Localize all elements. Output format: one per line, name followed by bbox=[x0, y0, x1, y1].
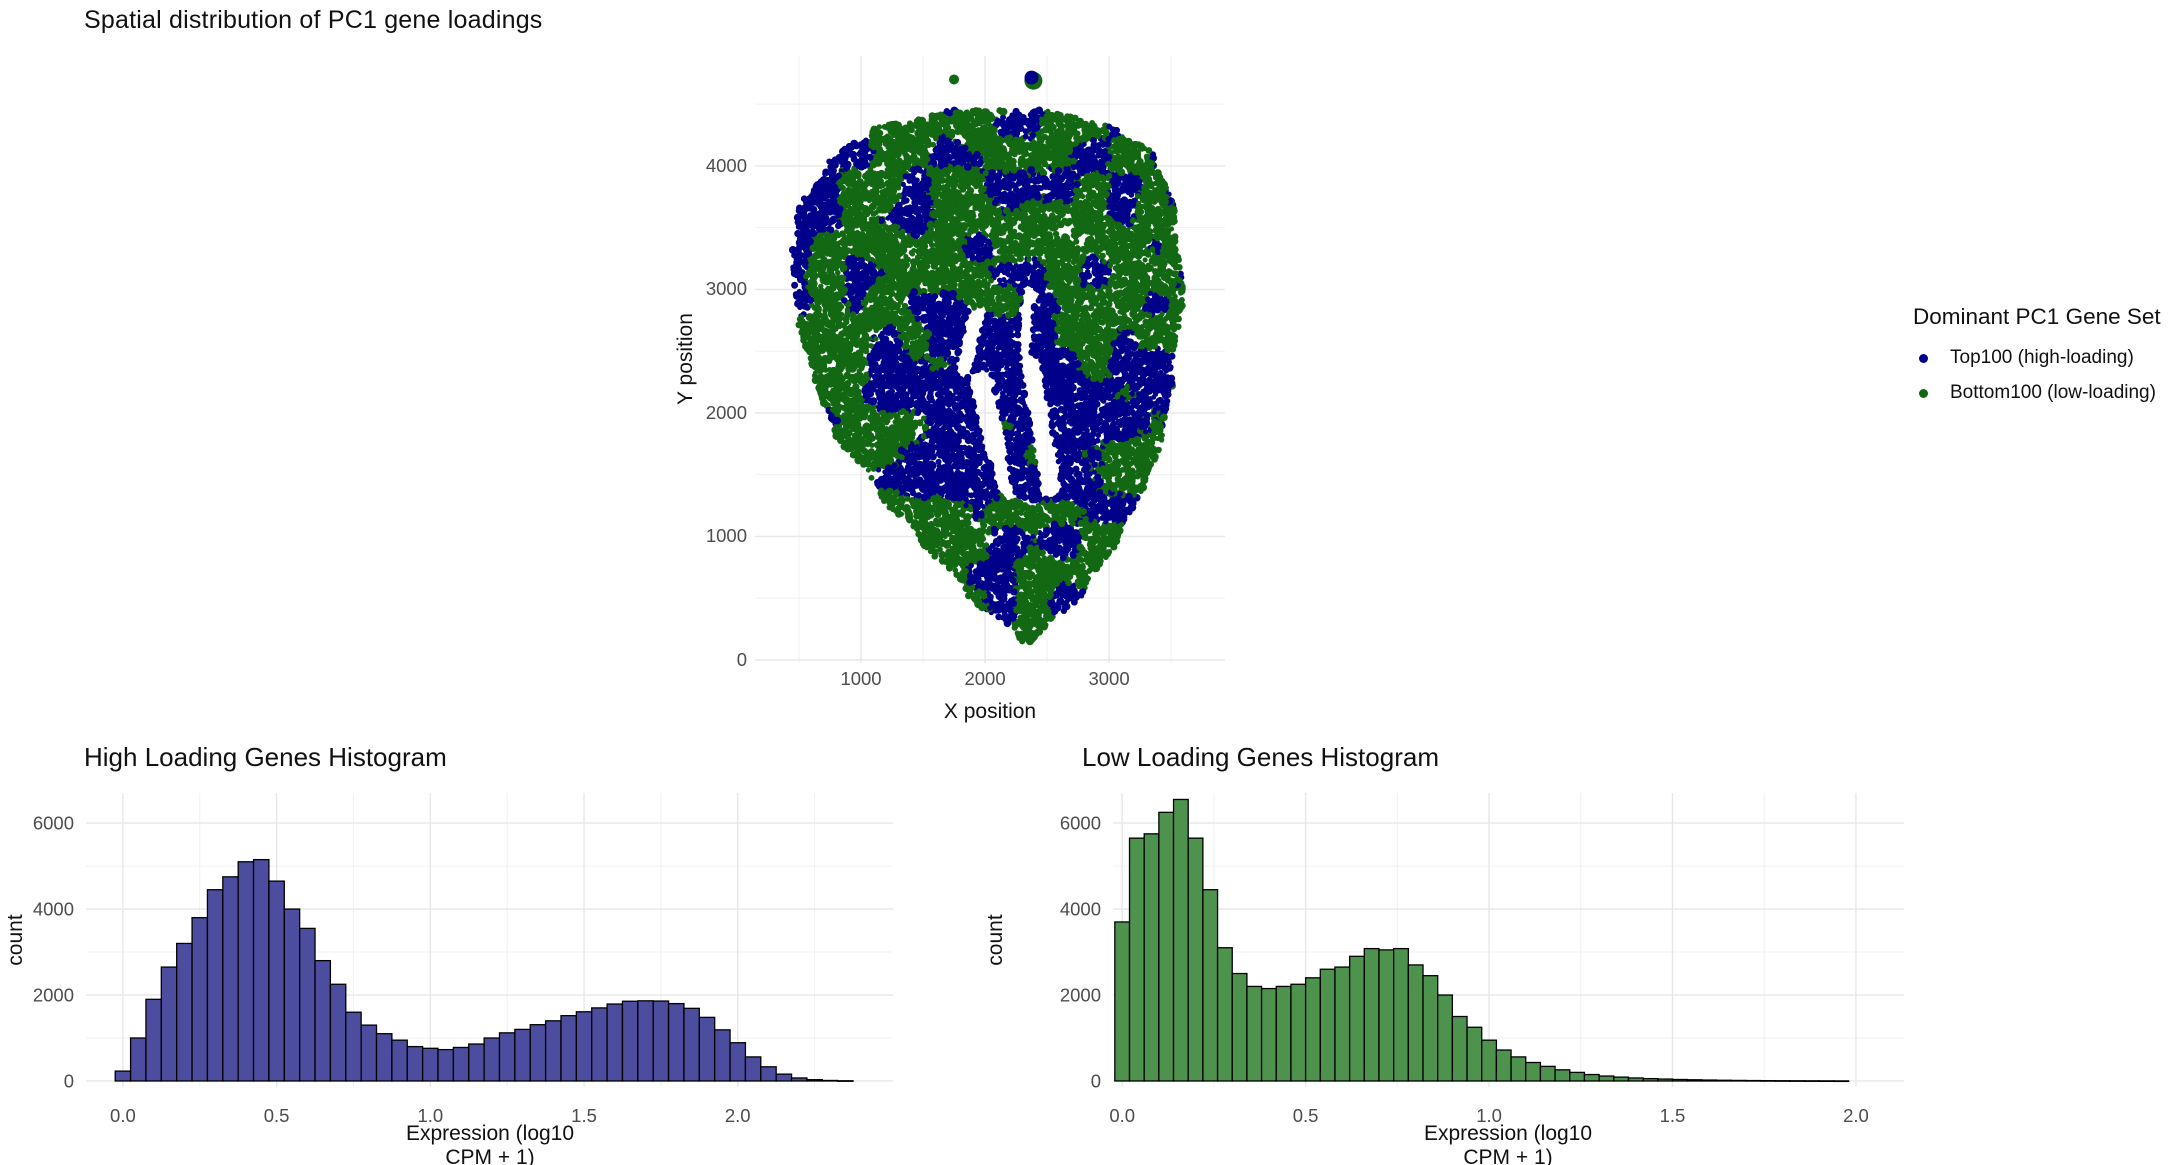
svg-text:1.5: 1.5 bbox=[571, 1105, 597, 1126]
scatter-y-tick-label: 2000 bbox=[705, 401, 747, 423]
scatter-point-cloud bbox=[755, 56, 1225, 663]
scatter-y-tick-label: 4000 bbox=[705, 154, 747, 176]
scatter-panel bbox=[755, 56, 1225, 663]
svg-text:2.0: 2.0 bbox=[1843, 1105, 1869, 1126]
svg-text:1.0: 1.0 bbox=[417, 1105, 443, 1126]
hist-low-y-axis-title: count bbox=[984, 914, 1007, 966]
hist-high-x-axis-title: Expression (log10 CPM + 1) bbox=[405, 1122, 575, 1165]
hist-high-panel: 0.0 0.5 1.0 1.5 2.0 0 2000 4000 6000 bbox=[33, 793, 893, 1126]
svg-text:0: 0 bbox=[1091, 1070, 1101, 1091]
scatter-y-tick-label: 1000 bbox=[705, 525, 747, 547]
svg-text:0.5: 0.5 bbox=[264, 1105, 290, 1126]
svg-text:4000: 4000 bbox=[33, 899, 74, 920]
scatter-y-axis-title: Y position bbox=[674, 313, 697, 405]
svg-text:0: 0 bbox=[64, 1070, 74, 1091]
hist-low-x-axis-title: Expression (log10 CPM + 1) bbox=[1423, 1122, 1593, 1165]
legend: Dominant PC1 Gene Set Top100 (high-loadi… bbox=[1913, 304, 2173, 403]
histogram-bars bbox=[1114, 798, 1850, 1083]
scatter-x-tick-label: 1000 bbox=[840, 668, 882, 689]
legend-item-top100: Top100 (high-loading) bbox=[1919, 346, 2134, 370]
svg-text:6000: 6000 bbox=[33, 813, 74, 834]
svg-text:0.0: 0.0 bbox=[1109, 1105, 1135, 1126]
svg-text:0.0: 0.0 bbox=[110, 1105, 136, 1126]
hist-low-title: Low Loading Genes Histogram bbox=[1082, 742, 1439, 772]
legend-key-bottom100-icon bbox=[1919, 388, 1928, 398]
svg-text:2000: 2000 bbox=[33, 985, 74, 1006]
hist-high-y-axis-title: count bbox=[4, 914, 27, 966]
legend-item-bottom100: Bottom100 (low-loading) bbox=[1919, 381, 2156, 405]
legend-label-bottom100: Bottom100 (low-loading) bbox=[1950, 382, 2156, 403]
hist-low-panel: 0.0 0.5 1.0 1.5 2.0 0 2000 4000 6000 bbox=[1060, 793, 1904, 1126]
svg-text:6000: 6000 bbox=[1060, 813, 1101, 834]
hist-high-title: High Loading Genes Histogram bbox=[84, 742, 447, 772]
scatter-x-tick-label: 3000 bbox=[1088, 668, 1130, 689]
svg-text:1.0: 1.0 bbox=[1476, 1105, 1502, 1126]
scatter-y-tick-label: 3000 bbox=[705, 278, 747, 300]
svg-text:1.5: 1.5 bbox=[1660, 1105, 1686, 1126]
scatter-x-tick-label: 2000 bbox=[964, 668, 1006, 689]
axis-tick-labels: 0.0 0.5 1.0 1.5 2.0 0 2000 4000 6000 bbox=[1060, 813, 1869, 1126]
legend-key-top100-icon bbox=[1919, 353, 1928, 363]
scatter-y-tick-label: 0 bbox=[736, 648, 747, 670]
svg-text:0.5: 0.5 bbox=[1293, 1105, 1319, 1126]
scatter-title: Spatial distribution of PC1 gene loading… bbox=[84, 6, 543, 34]
svg-text:4000: 4000 bbox=[1060, 899, 1101, 920]
histogram-bars bbox=[114, 858, 854, 1082]
axis-tick-labels: 0.0 0.5 1.0 1.5 2.0 0 2000 4000 6000 bbox=[33, 813, 751, 1126]
legend-title: Dominant PC1 Gene Set bbox=[1913, 304, 2161, 329]
svg-text:2.0: 2.0 bbox=[725, 1105, 751, 1126]
scatter-x-axis-title: X position bbox=[943, 700, 1037, 723]
legend-label-top100: Top100 (high-loading) bbox=[1950, 347, 2134, 368]
svg-text:2000: 2000 bbox=[1060, 985, 1101, 1006]
